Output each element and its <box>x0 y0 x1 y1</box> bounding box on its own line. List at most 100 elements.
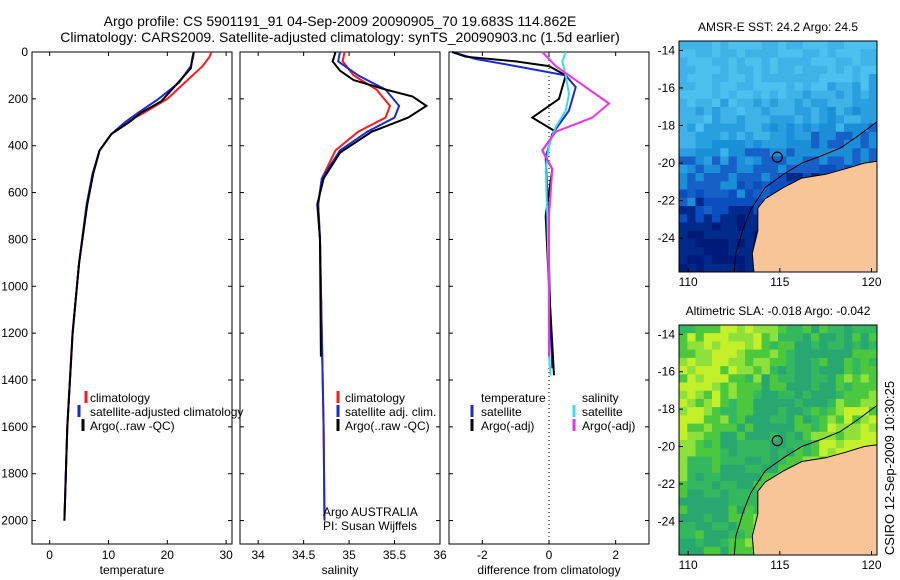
field-cell <box>687 423 697 433</box>
field-cell <box>712 538 721 548</box>
field-cell <box>868 123 877 133</box>
field-cell <box>703 230 713 240</box>
field-cell <box>778 74 787 83</box>
field-cell <box>835 115 845 125</box>
field-cell <box>687 247 697 257</box>
field-cell <box>802 98 812 108</box>
field-cell <box>679 206 688 215</box>
y-tick-label: 400 <box>8 139 28 153</box>
field-cell <box>802 407 812 416</box>
field-cell <box>695 382 705 392</box>
field-cell <box>745 513 754 523</box>
field-cell <box>778 448 787 457</box>
field-cell <box>835 41 845 50</box>
y-tick-label: 0 <box>21 45 28 59</box>
field-cell <box>819 115 829 125</box>
field-cell <box>860 41 870 50</box>
field-cell <box>720 530 730 540</box>
field-cell <box>811 374 820 384</box>
field-cell <box>687 181 697 191</box>
field-cell <box>819 415 829 425</box>
field-cell <box>712 333 721 342</box>
field-cell <box>778 398 787 408</box>
field-cell <box>745 481 754 490</box>
field-cell <box>736 239 746 248</box>
field-cell <box>860 98 870 108</box>
field-cell <box>761 407 771 416</box>
field-cell <box>728 65 738 75</box>
field-cell <box>712 472 721 482</box>
field-cell <box>811 148 820 158</box>
field-cell <box>753 164 763 174</box>
legend-header-temperature: temperature <box>481 391 546 405</box>
field-cell <box>728 57 738 67</box>
field-cell <box>778 341 787 351</box>
y-tick-label: -24 <box>658 514 676 528</box>
field-cell <box>703 131 713 141</box>
field-cell <box>819 407 829 416</box>
field-cell <box>736 222 746 232</box>
field-cell <box>827 349 837 359</box>
y-tick-label: -14 <box>658 327 676 341</box>
field-cell <box>679 415 688 425</box>
field-cell <box>811 98 820 108</box>
field-cell <box>868 98 877 108</box>
field-cell <box>778 415 787 425</box>
field-cell <box>728 197 738 207</box>
field-cell <box>794 82 804 92</box>
field-cell <box>769 382 779 392</box>
field-cell <box>728 49 738 59</box>
field-cell <box>852 49 862 59</box>
field-cell <box>687 214 697 224</box>
field-cell <box>679 448 688 457</box>
field-cell <box>852 98 862 108</box>
field-cell <box>703 115 713 125</box>
field-cell <box>736 325 746 334</box>
field-cell <box>695 374 705 384</box>
field-cell <box>687 131 697 141</box>
field-cell <box>687 197 697 207</box>
field-cell <box>695 74 705 83</box>
field-cell <box>778 431 787 441</box>
field-cell <box>736 333 746 342</box>
field-cell <box>703 341 713 351</box>
field-cell <box>736 148 746 158</box>
field-cell <box>679 546 688 555</box>
field-cell <box>761 325 771 334</box>
field-cell <box>844 123 853 133</box>
field-cell <box>835 156 845 166</box>
field-cell <box>835 382 845 392</box>
field-cell <box>679 349 688 359</box>
field-cell <box>712 156 721 166</box>
field-cell <box>728 366 738 375</box>
field-cell <box>703 333 713 342</box>
field-cell <box>736 497 746 507</box>
x-tick-label: 115 <box>770 558 789 572</box>
field-cell <box>860 90 870 100</box>
field-cell <box>745 263 754 272</box>
field-cell <box>819 341 829 351</box>
field-cell <box>687 448 697 457</box>
field-cell <box>769 140 779 149</box>
field-cell <box>761 74 771 83</box>
field-cell <box>712 82 721 92</box>
field-cell <box>794 415 804 425</box>
y-tick-label: 600 <box>8 186 28 200</box>
field-cell <box>827 115 837 125</box>
field-cell <box>712 513 721 523</box>
field-cell <box>736 349 746 359</box>
field-cell <box>736 341 746 351</box>
field-cell <box>761 181 771 191</box>
field-cell <box>860 57 870 67</box>
field-cell <box>720 90 730 100</box>
field-cell <box>728 189 738 199</box>
field-cell <box>761 148 771 158</box>
field-cell <box>728 222 738 232</box>
field-cell <box>736 530 746 540</box>
field-cell <box>695 98 705 108</box>
field-cell <box>687 41 697 50</box>
y-tick-label: 1600 <box>1 420 28 434</box>
field-cell <box>778 464 787 474</box>
field-cell <box>761 140 771 149</box>
field-cell <box>745 415 754 425</box>
